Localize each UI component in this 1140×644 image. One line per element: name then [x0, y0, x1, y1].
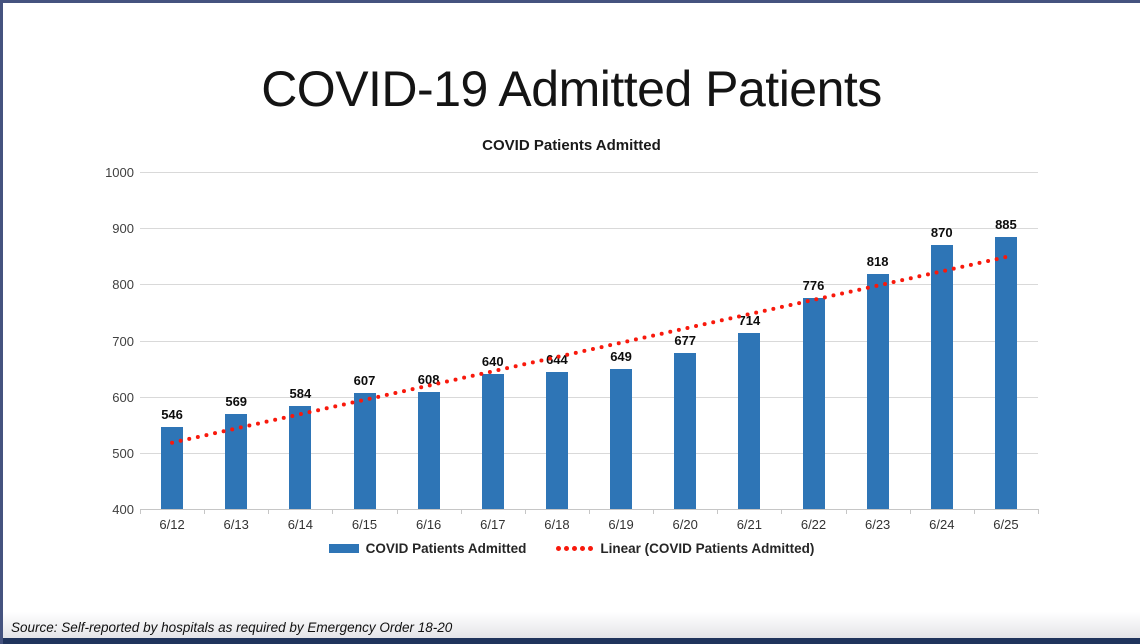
y-axis-label: 500	[112, 445, 134, 461]
legend-dot	[556, 546, 562, 551]
bar	[353, 392, 376, 509]
bar-value-label: 644	[546, 351, 568, 367]
x-axis-label: 6/12	[159, 517, 185, 532]
bottom-accent-bar	[3, 638, 1140, 644]
x-axis-tick	[909, 509, 911, 514]
bar	[866, 274, 889, 509]
x-axis-tick	[717, 509, 719, 514]
x-axis-label: 6/15	[351, 517, 378, 532]
bar	[610, 369, 633, 509]
bar-value-label: 714	[738, 312, 761, 328]
bar	[738, 332, 761, 509]
bar-value-label: 885	[995, 216, 1017, 232]
x-axis-tick	[140, 509, 141, 514]
gridline	[140, 340, 1038, 342]
x-axis-tick	[781, 509, 783, 514]
x-axis-tick	[1038, 509, 1039, 514]
gridline	[140, 396, 1038, 398]
legend-dot	[572, 546, 578, 551]
x-axis-label: 6/18	[544, 517, 570, 532]
x-axis-tick	[268, 509, 270, 514]
x-axis-label: 6/20	[672, 517, 698, 532]
bar-value-label: 649	[610, 349, 632, 365]
legend-item-trendline: Linear (COVID Patients Admitted)	[556, 541, 814, 556]
y-axis-label: 600	[112, 389, 134, 405]
x-axis-label: 6/21	[736, 517, 762, 532]
x-axis-tick	[396, 509, 398, 514]
bar	[994, 236, 1017, 509]
y-axis-label: 800	[112, 277, 134, 293]
bar-value-label: 776	[802, 277, 825, 293]
bar	[289, 405, 312, 509]
bar-value-label: 870	[930, 225, 953, 241]
gridline	[140, 172, 1038, 173]
gridline	[140, 228, 1038, 230]
bar	[545, 371, 568, 509]
bar	[674, 353, 697, 509]
bar-value-label: 607	[353, 372, 376, 388]
bar	[225, 414, 248, 509]
x-axis-label: 6/19	[608, 517, 634, 532]
x-axis-label: 6/14	[287, 517, 313, 532]
x-axis-tick	[204, 509, 206, 514]
bar-series-swatch	[328, 544, 359, 553]
bar	[161, 426, 184, 509]
legend-item-bars: COVID Patients Admitted	[328, 541, 527, 556]
x-axis-tick	[589, 509, 590, 514]
x-axis-label: 6/16	[415, 517, 442, 532]
bar	[417, 392, 440, 509]
x-axis-tick	[524, 509, 526, 514]
y-axis-label: 700	[112, 333, 134, 349]
x-axis-tick	[332, 509, 334, 514]
gridline	[140, 284, 1038, 286]
x-axis-tick	[460, 509, 462, 514]
bar-value-label: 584	[289, 385, 312, 401]
chart-title: COVID Patients Admitted	[482, 137, 661, 154]
bar	[481, 374, 504, 509]
page-title: COVID-19 Admitted Patients	[261, 61, 882, 117]
gridline	[140, 452, 1038, 454]
x-axis-label: 6/24	[929, 517, 955, 532]
bar-value-label: 569	[225, 394, 248, 410]
legend-label-bars: COVID Patients Admitted	[365, 541, 527, 556]
x-axis-label: 6/23	[864, 517, 891, 532]
x-axis-label: 6/25	[993, 517, 1019, 532]
chart-legend: COVID Patients Admitted Linear (COVID Pa…	[3, 541, 1140, 556]
x-axis-label: 6/17	[480, 517, 506, 532]
bottom-gradient	[3, 612, 1140, 638]
x-axis-tick	[653, 509, 655, 514]
y-axis-label: 900	[112, 221, 134, 237]
legend-dot	[564, 546, 570, 551]
bar	[930, 245, 953, 509]
legend-dot	[580, 546, 586, 551]
x-axis-label: 6/13	[223, 517, 249, 532]
x-axis-tick	[973, 509, 975, 514]
source-note: Source: Self-reported by hospitals as re…	[11, 620, 453, 635]
legend-dot	[588, 546, 594, 551]
trendline-series-swatch	[556, 546, 594, 551]
legend-label-trendline: Linear (COVID Patients Admitted)	[600, 541, 815, 556]
y-axis-label: 400	[112, 502, 134, 517]
x-axis-label: 6/22	[800, 517, 827, 532]
bar-value-label: 818	[866, 254, 889, 270]
bar-value-label: 677	[674, 333, 697, 349]
y-axis-label: 1000	[105, 165, 134, 180]
bar	[802, 297, 825, 509]
trendline	[170, 253, 1014, 445]
bar-value-label: 608	[417, 372, 440, 388]
x-axis-tick	[845, 509, 847, 514]
bar-value-label: 546	[161, 406, 183, 422]
plot-area: 546 6/12 569 6/13 584 6/14 607 6/15 608 6/16 640 6/…	[140, 172, 1039, 532]
bar-value-label: 640	[481, 354, 504, 370]
